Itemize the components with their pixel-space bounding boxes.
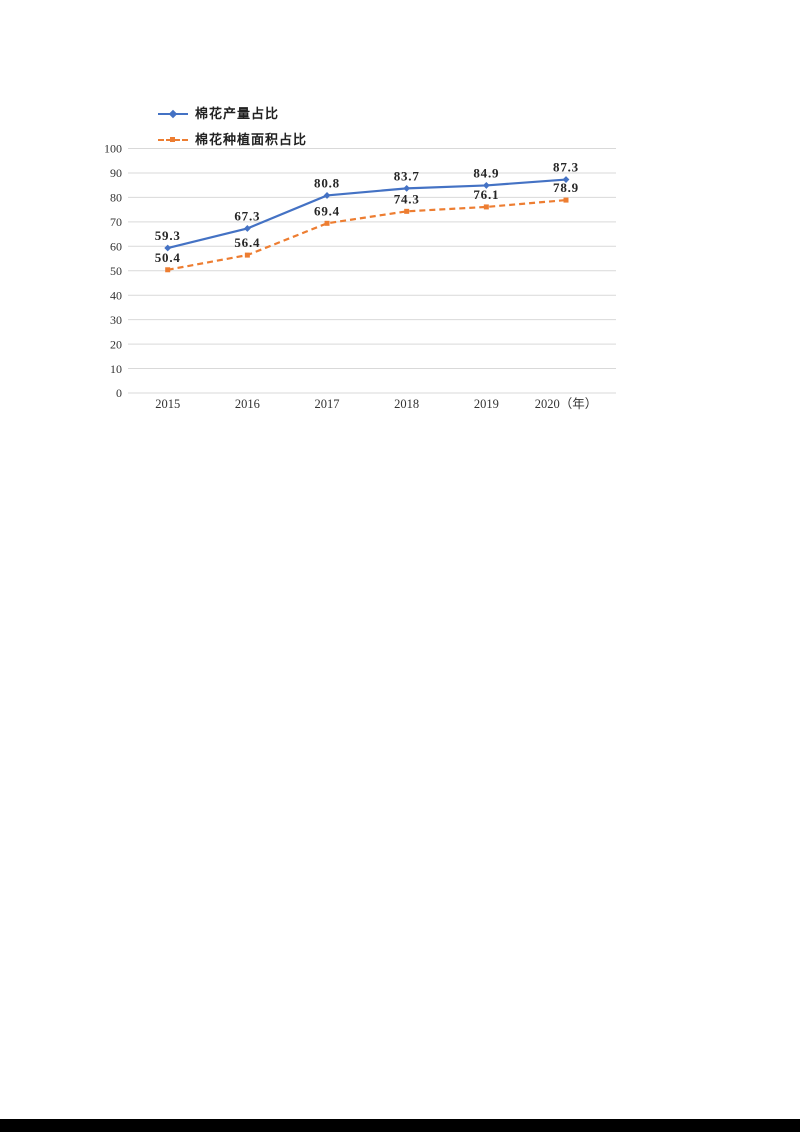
data-label: 80.8: [314, 175, 340, 190]
data-label: 59.3: [155, 228, 181, 243]
data-label: 67.3: [234, 208, 260, 223]
y-tick-label: 10: [110, 362, 122, 376]
legend-line-dashed-icon: [158, 137, 188, 143]
x-tick-label: 2018: [394, 397, 419, 411]
data-point: [562, 176, 570, 183]
data-label: 78.9: [553, 180, 579, 195]
y-tick-label: 40: [110, 288, 122, 302]
x-tick-label: 2016: [235, 397, 260, 411]
data-label: 74.3: [394, 191, 420, 206]
y-tick-label: 60: [110, 240, 122, 254]
y-tick-label: 70: [110, 215, 122, 229]
y-tick-label: 50: [110, 264, 122, 278]
y-tick-label: 0: [116, 386, 122, 400]
data-point: [165, 267, 171, 273]
data-point: [563, 197, 569, 203]
diamond-marker-icon: [168, 109, 178, 118]
y-tick-label: 100: [104, 142, 122, 156]
data-label: 50.4: [155, 250, 181, 265]
series-line-0: [167, 178, 567, 250]
series-line-1: [167, 198, 567, 271]
line-chart: 0 10 20 30 40 50 60 70 80 90 100 2015 2016 2017 2018 20…: [104, 142, 616, 411]
legend-label-planting-area-share: 棉花种植面积占比: [195, 132, 308, 147]
data-label: 56.4: [234, 235, 260, 250]
data-point: [483, 204, 489, 210]
y-tick-label: 80: [110, 191, 122, 205]
data-label: 83.7: [394, 168, 420, 183]
legend-item-production-share: 棉花产量占比: [158, 106, 307, 122]
legend-label-production-share: 棉花产量占比: [195, 106, 280, 121]
data-point: [243, 225, 251, 232]
data-point: [244, 252, 250, 258]
legend-item-planting-area-share: 棉花种植面积占比: [158, 132, 307, 148]
square-marker-icon: [170, 137, 175, 143]
legend-line-solid-icon: [158, 109, 188, 118]
bottom-bar: [0, 1119, 800, 1132]
data-point: [164, 244, 172, 252]
data-point: [324, 220, 330, 226]
data-label: 84.9: [473, 165, 499, 180]
data-point: [323, 192, 331, 199]
x-tick-label: 2020（年）: [535, 397, 598, 411]
x-tick-label: 2015: [155, 397, 180, 411]
data-point: [403, 184, 411, 192]
data-label: 69.4: [314, 203, 340, 218]
x-tick-label: 2019: [474, 397, 499, 411]
y-tick-label: 30: [110, 313, 122, 327]
data-label: 87.3: [553, 160, 579, 175]
chart-panel: 0 10 20 30 40 50 60 70 80 90 100 2015 2016 2017 2018 20…: [96, 88, 616, 440]
data-point: [404, 208, 410, 214]
data-point: [482, 182, 490, 189]
legend: 棉花产量占比 棉花种植面积占比: [158, 106, 307, 148]
y-tick-label: 90: [110, 166, 122, 180]
y-tick-label: 20: [110, 337, 122, 351]
data-label: 76.1: [473, 187, 499, 202]
x-tick-label: 2017: [315, 397, 340, 411]
